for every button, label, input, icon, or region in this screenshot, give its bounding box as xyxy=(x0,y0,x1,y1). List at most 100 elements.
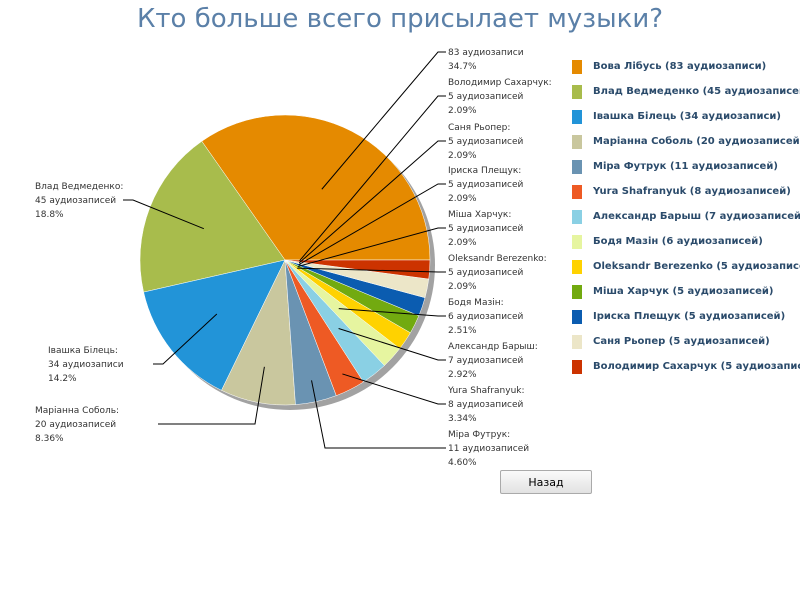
legend-swatch xyxy=(572,159,582,174)
leader-line xyxy=(299,95,446,262)
slice-label: Міра Футрук: 11 аудиозаписей 4.60% xyxy=(448,428,529,470)
legend-item[interactable]: Івашка Білець (34 аудиозаписи) xyxy=(572,104,800,129)
legend-label: Володимир Сахарчук (5 аудиозаписей xyxy=(593,361,800,372)
legend-swatch xyxy=(572,284,582,299)
slice-label: Івашка Білець: 34 аудиозаписи 14.2% xyxy=(48,344,124,386)
legend-label: Іриска Плещук (5 аудиозаписей) xyxy=(593,311,786,322)
legend-label: Влад Ведмеденко (45 аудиозаписей) xyxy=(593,86,800,97)
legend: Вова Лібусь (83 аудиозаписи) Влад Ведмеде… xyxy=(572,54,800,379)
slice-label-percent: 8.36% xyxy=(35,434,64,444)
legend-swatch xyxy=(572,259,582,274)
legend-swatch xyxy=(572,209,582,224)
slice-label-count-label: 8 аудиозаписей xyxy=(448,400,524,410)
leader-line xyxy=(297,227,446,267)
leader-line xyxy=(298,140,446,264)
slice-label-count-label: 34 аудиозаписи xyxy=(48,360,124,370)
legend-swatch xyxy=(572,59,582,74)
slice-label-percent: 2.09% xyxy=(448,238,477,248)
legend-item[interactable]: Міша Харчук (5 аудиозаписей) xyxy=(572,279,800,304)
slice-label-count-label: 5 аудиозаписей xyxy=(448,92,524,102)
legend-label: Бодя Мазін (6 аудиозаписей) xyxy=(593,236,763,247)
leader-line xyxy=(298,183,446,266)
legend-item[interactable]: Володимир Сахарчук (5 аудиозаписей xyxy=(572,354,800,379)
slice-label: Oleksandr Berezenko: 5 аудиозаписей 2.09% xyxy=(448,252,547,294)
slice-label-count-label: 5 аудиозаписей xyxy=(448,268,524,278)
slice-label-percent: 14.2% xyxy=(48,374,77,384)
slice-label-name: Івашка Білець: xyxy=(48,346,118,356)
slice-label-percent: 34.7% xyxy=(448,62,477,72)
legend-item[interactable]: Влад Ведмеденко (45 аудиозаписей) xyxy=(572,79,800,104)
slice-label-percent: 2.92% xyxy=(448,370,477,380)
slice-label: Міша Харчук: 5 аудиозаписей 2.09% xyxy=(448,208,523,250)
legend-item[interactable]: Міра Футрук (11 аудиозаписей) xyxy=(572,154,800,179)
slice-label: Yura Shafranyuk: 8 аудиозаписей 3.34% xyxy=(448,384,525,426)
leader-line xyxy=(338,308,446,317)
pie-slice[interactable] xyxy=(201,114,431,261)
slice-label-name: Влад Ведмеденко: xyxy=(35,182,124,192)
legend-swatch xyxy=(572,109,582,124)
slice-label-percent: 2.09% xyxy=(448,282,477,292)
legend-swatch xyxy=(572,84,582,99)
legend-label: Саня Рьопер (5 аудиозаписей) xyxy=(593,336,770,347)
slice-label-percent: 2.09% xyxy=(448,106,477,116)
legend-item[interactable]: Oleksandr Berezenko (5 аудиозаписей xyxy=(572,254,800,279)
legend-swatch xyxy=(572,134,582,149)
slice-label: Маріанна Соболь: 20 аудиозаписей 8.36% xyxy=(35,404,119,446)
slice-label-name: Бодя Мазін: xyxy=(448,298,504,308)
leader-line xyxy=(153,313,218,365)
slice-label-count-label: 5 аудиозаписей xyxy=(448,180,524,190)
legend-label: Міша Харчук (5 аудиозаписей) xyxy=(593,286,774,297)
slice-label: Володимир Сахарчук: 5 аудиозаписей 2.09% xyxy=(448,76,552,118)
pie-slice[interactable] xyxy=(139,140,286,293)
slice-label-count-label: 5 аудиозаписей xyxy=(448,224,524,234)
leader-line xyxy=(311,380,446,449)
legend-swatch xyxy=(572,309,582,324)
legend-item[interactable]: Іриска Плещук (5 аудиозаписей) xyxy=(572,304,800,329)
legend-swatch xyxy=(572,359,582,374)
legend-item[interactable]: Вова Лібусь (83 аудиозаписи) xyxy=(572,54,800,79)
slice-label-name: Міша Харчук: xyxy=(448,210,512,220)
leader-line xyxy=(297,267,446,273)
slice-label-percent: 2.09% xyxy=(448,151,477,161)
legend-swatch xyxy=(572,334,582,349)
slice-label: 83 аудиозаписи 34.7% xyxy=(448,46,524,74)
leader-line xyxy=(158,366,265,425)
legend-item[interactable]: Yura Shafranyuk (8 аудиозаписей) xyxy=(572,179,800,204)
legend-label: Вова Лібусь (83 аудиозаписи) xyxy=(593,61,767,72)
legend-label: Oleksandr Berezenko (5 аудиозаписей xyxy=(593,261,800,272)
slice-label-name: Володимир Сахарчук: xyxy=(448,78,552,88)
slice-label-count-label: 5 аудиозаписей xyxy=(448,137,524,147)
slice-label-count-label: 83 аудиозаписи xyxy=(448,48,524,58)
slice-label-name: Маріанна Соболь: xyxy=(35,406,120,416)
slice-label-name: Yura Shafranyuk: xyxy=(448,386,525,396)
slice-label-name: Іриска Плещук: xyxy=(448,166,522,176)
leader-line xyxy=(123,199,205,230)
slice-label-percent: 18.8% xyxy=(35,210,64,220)
slice-label: Іриска Плещук: 5 аудиозаписей 2.09% xyxy=(448,164,523,206)
slice-label: Александр Барыш: 7 аудиозаписей 2.92% xyxy=(448,340,538,382)
back-button[interactable]: Назад xyxy=(500,470,592,494)
slice-label-name: Oleksandr Berezenko: xyxy=(448,254,547,264)
slice-label-name: Саня Рьопер: xyxy=(448,123,511,133)
slice-label-percent: 2.51% xyxy=(448,326,477,336)
slice-label-percent: 3.34% xyxy=(448,414,477,424)
slice-label-count-label: 45 аудиозаписей xyxy=(35,196,117,206)
legend-item[interactable]: Александр Барыш (7 аудиозаписей) xyxy=(572,204,800,229)
legend-label: Маріанна Соболь (20 аудиозаписей) xyxy=(593,136,800,147)
slice-label: Саня Рьопер: 5 аудиозаписей 2.09% xyxy=(448,121,523,163)
legend-label: Міра Футрук (11 аудиозаписей) xyxy=(593,161,778,172)
legend-item[interactable]: Саня Рьопер (5 аудиозаписей) xyxy=(572,329,800,354)
legend-item[interactable]: Маріанна Соболь (20 аудиозаписей) xyxy=(572,129,800,154)
slice-label-percent: 2.09% xyxy=(448,194,477,204)
pie-slice[interactable] xyxy=(143,259,286,391)
legend-label: Александр Барыш (7 аудиозаписей) xyxy=(593,211,800,222)
slice-label-count-label: 7 аудиозаписей xyxy=(448,356,524,366)
slice-label-count-label: 20 аудиозаписей xyxy=(35,420,117,430)
leader-line xyxy=(342,373,446,405)
legend-swatch xyxy=(572,234,582,249)
slice-label: Влад Ведмеденко: 45 аудиозаписей 18.8% xyxy=(35,180,123,222)
legend-item[interactable]: Бодя Мазін (6 аудиозаписей) xyxy=(572,229,800,254)
legend-swatch xyxy=(572,184,582,199)
legend-label: Івашка Білець (34 аудиозаписи) xyxy=(593,111,781,122)
